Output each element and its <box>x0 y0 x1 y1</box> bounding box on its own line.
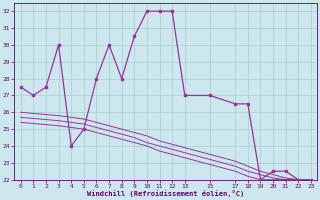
X-axis label: Windchill (Refroidissement éolien,°C): Windchill (Refroidissement éolien,°C) <box>87 190 244 197</box>
